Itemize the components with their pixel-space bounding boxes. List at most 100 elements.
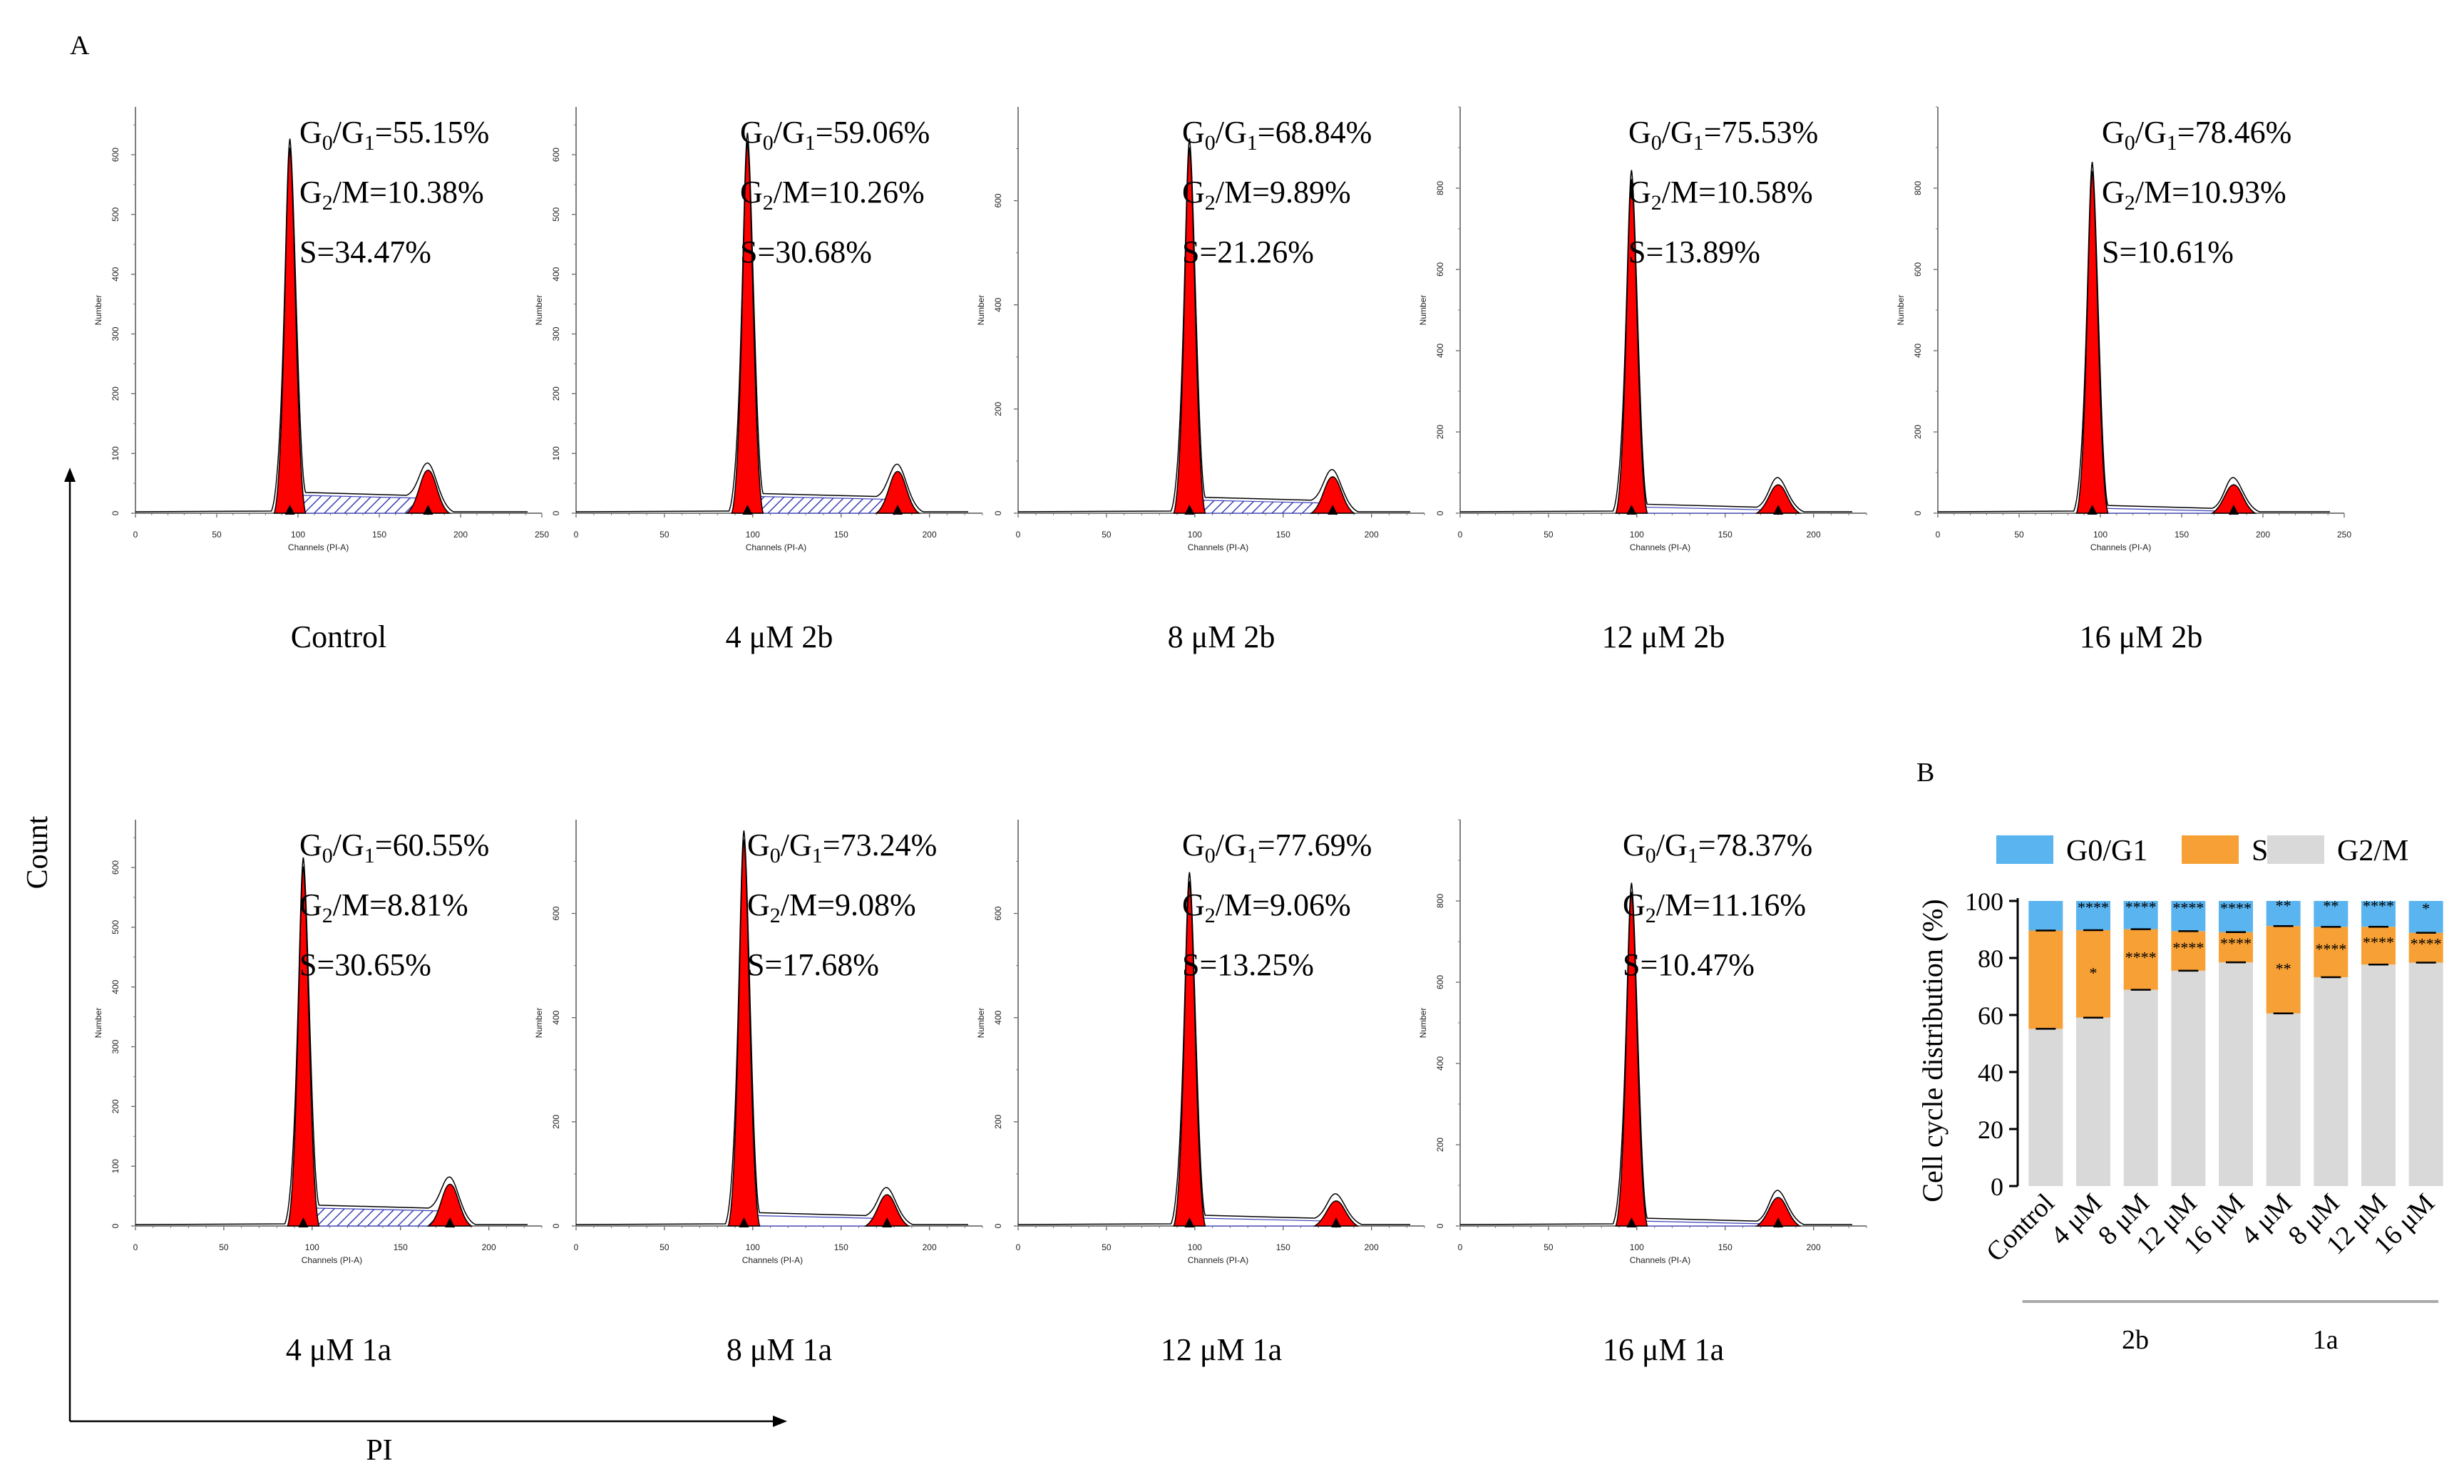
g2m-stat: G2/M=10.26% — [740, 175, 925, 215]
y-tick-label: 400 — [111, 979, 120, 994]
x-tick-label: 150 — [834, 530, 848, 540]
peak-marker — [2228, 505, 2239, 515]
bar-segment-s — [2408, 932, 2443, 963]
group-label: 2b — [2122, 1325, 2149, 1355]
bar-segment-g0g1 — [2123, 901, 2158, 929]
g0g1-peak — [731, 140, 764, 514]
x-tick-label: 100 — [1630, 530, 1644, 540]
stacked-bar: **** **** — [2123, 898, 2158, 1186]
y-tick-label: 200 — [1435, 1138, 1445, 1152]
bar-category-label: 4 μM — [2045, 1188, 2108, 1251]
g0g1-peak — [727, 838, 761, 1227]
x-tick-label: 0 — [1458, 530, 1463, 540]
g2m-peak — [1755, 1197, 1802, 1227]
significance-g0g1: ** — [2276, 897, 2291, 914]
y-tick-label: 0 — [993, 1223, 1003, 1228]
x-axis-label-pi: PI — [366, 1434, 392, 1467]
peak-marker — [445, 1217, 456, 1227]
peak-marker — [1184, 505, 1195, 515]
s-phase-region — [749, 1215, 885, 1227]
bar-segment-s — [2314, 927, 2348, 978]
y-tick-label: 600 — [1435, 975, 1445, 989]
bar-segment-g2m — [2171, 970, 2206, 1186]
x-axis-title: Channels (PI-A) — [1188, 542, 1248, 552]
bar-segment-g2m — [2219, 962, 2253, 1186]
histogram-panel: 0 200 400 600 0 50 100 150 200 Channels (PI-A) Num… — [976, 820, 1425, 1367]
s-stat: S=34.47% — [299, 235, 431, 269]
x-tick-label: 0 — [133, 1242, 138, 1252]
significance-g0g1: **** — [2125, 898, 2157, 916]
x-axis-title: Channels (PI-A) — [742, 1255, 803, 1265]
significance-s: **** — [2125, 948, 2157, 966]
s-phase-region — [308, 1207, 448, 1227]
s-phase-region — [1194, 500, 1331, 514]
significance-s: **** — [2220, 934, 2252, 952]
s-stat: S=30.68% — [740, 235, 872, 269]
x-tick-label: 100 — [1188, 1242, 1202, 1252]
g2m-peak — [1755, 484, 1802, 514]
x-axis-title: Channels (PI-A) — [288, 542, 349, 552]
bar-category-label: 4 μM — [2235, 1188, 2298, 1251]
s-stat: S=17.68% — [747, 947, 879, 982]
stacked-bar: **** **** — [2219, 899, 2253, 1186]
g0g1-peak — [1173, 146, 1206, 514]
y-tick-label: 0 — [993, 510, 1003, 515]
histogram-outline — [1017, 872, 1410, 1225]
bar-segment-s — [2076, 930, 2110, 1018]
stacked-bar: ***** — [2076, 898, 2110, 1186]
y-axis-title: Number — [1896, 295, 1906, 326]
g2m-peak — [874, 470, 921, 514]
s-stat: S=21.26% — [1182, 235, 1314, 269]
peak-marker — [1184, 1217, 1195, 1227]
significance-s: **** — [2411, 935, 2442, 953]
y-tick-label: 600 — [551, 906, 561, 920]
y-tick-label: 0 — [1435, 1223, 1445, 1228]
y-tick-label: 200 — [1913, 425, 1923, 439]
stacked-bar: ***** — [2408, 900, 2443, 1186]
bar-y-tick-label: 100 — [1965, 887, 2003, 916]
s-stat: S=13.25% — [1182, 947, 1314, 982]
y-tick-label: 300 — [111, 1039, 120, 1053]
y-tick-label: 200 — [993, 402, 1003, 416]
y-tick-label: 500 — [111, 207, 120, 222]
y-tick-label: 200 — [551, 1115, 561, 1129]
g0g1-peak — [1615, 890, 1648, 1227]
y-tick-label: 800 — [1913, 181, 1923, 195]
x-tick-label: 100 — [746, 530, 760, 540]
y-axis-title: Number — [1418, 1008, 1428, 1039]
x-tick-label: 150 — [394, 1242, 408, 1252]
histogram-panel: 0 100 200 300 400 500 600 0 50 100 150 200 250 Channe… — [93, 107, 549, 654]
x-tick-label: 50 — [219, 1242, 229, 1252]
g0g1-stat: G0/G1=73.24% — [747, 828, 937, 867]
y-tick-label: 400 — [1913, 344, 1923, 358]
bar-segment-s — [2266, 926, 2301, 1014]
histogram-outline — [135, 857, 528, 1225]
histogram-panel: 0 200 400 600 800 0 50 100 150 200 Channels (PI-A)… — [1418, 819, 1867, 1367]
s-phase-region — [294, 495, 426, 514]
x-tick-label: 150 — [1718, 1242, 1732, 1252]
legend-item: G0/G1 — [1996, 835, 2147, 867]
y-axis-title: Number — [93, 295, 103, 326]
stacked-bar-chart: G0/G1 S G2/M 0 20 40 60 80 100 Cell cycle distrib… — [1916, 835, 2443, 1355]
bar-segment-s — [2219, 932, 2253, 963]
y-tick-label: 200 — [1435, 425, 1445, 439]
peak-marker — [739, 1217, 749, 1227]
panel-caption: 4 μM 1a — [286, 1332, 391, 1367]
bar-segment-g0g1 — [2408, 901, 2443, 933]
x-tick-label: 150 — [2175, 530, 2189, 540]
peak-marker — [893, 505, 903, 515]
y-tick-label: 200 — [111, 1099, 120, 1113]
y-tick-label: 500 — [111, 920, 120, 934]
significance-s: ** — [2276, 960, 2291, 978]
panel-caption: 16 μM 2b — [2080, 619, 2203, 654]
y-axis-title: Number — [976, 1008, 986, 1039]
y-axis-label-count: Count — [21, 815, 54, 889]
y-tick-label: 800 — [1435, 894, 1445, 908]
x-tick-label: 200 — [1365, 1242, 1379, 1252]
histogram-panel: 0 200 400 600 800 0 50 100 150 200 250 Channels (PI… — [1896, 106, 2351, 654]
g0g1-peak — [2075, 170, 2109, 514]
x-tick-label: 200 — [1807, 1242, 1821, 1252]
g2m-peak — [426, 1183, 473, 1227]
histogram-panel: 0 200 400 600 0 50 100 150 200 Channels (PI-A) Num… — [534, 820, 983, 1367]
x-tick-label: 100 — [746, 1242, 760, 1252]
